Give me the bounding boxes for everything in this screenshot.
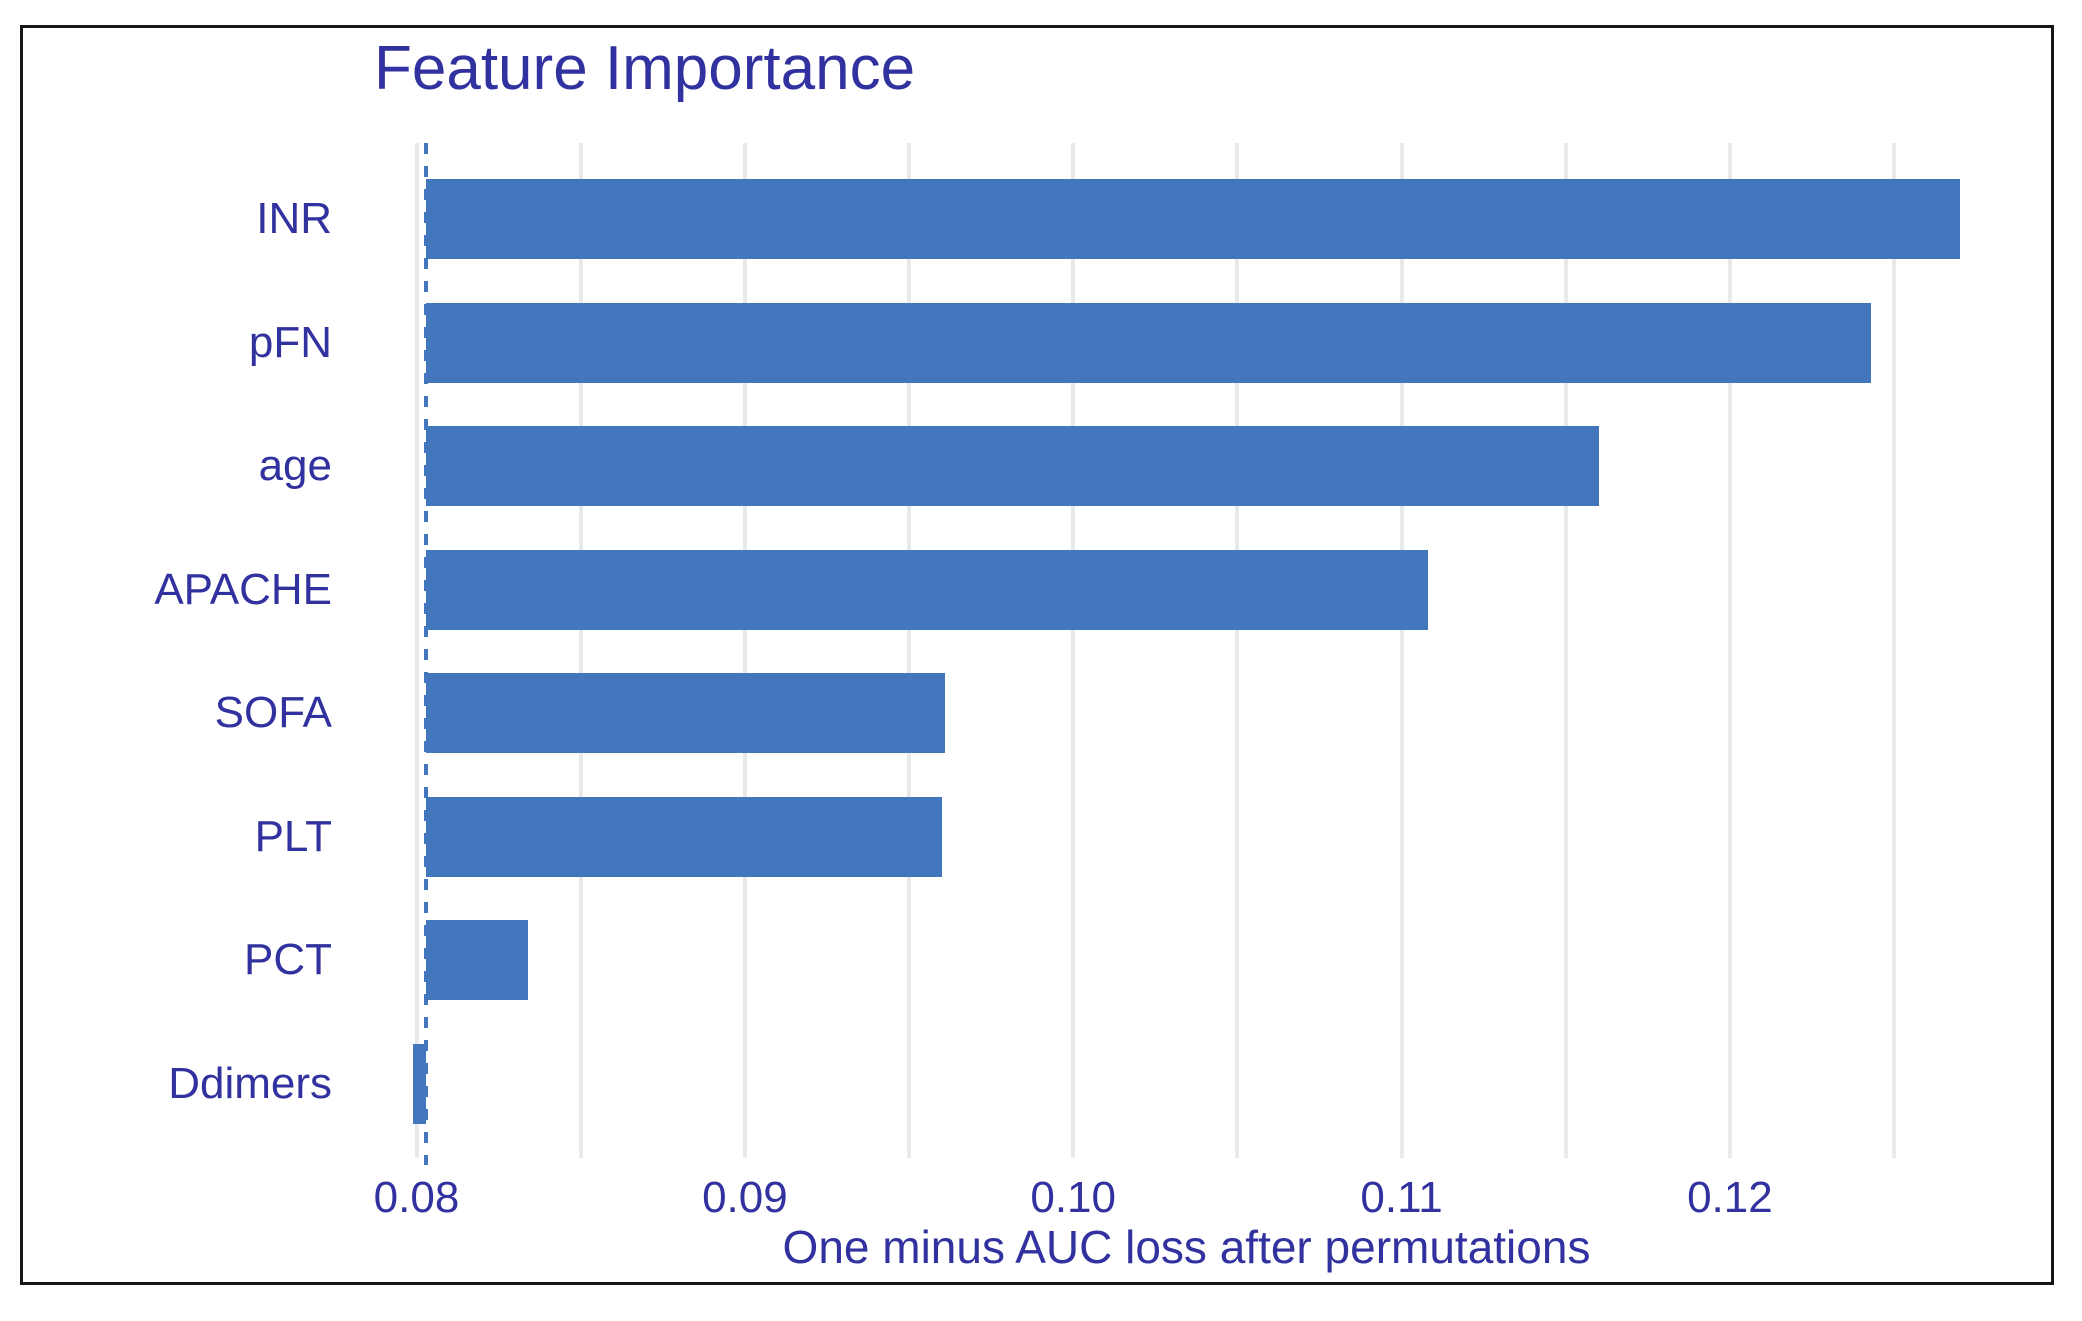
gridline bbox=[1399, 143, 1404, 1158]
x-axis-title: One minus AUC loss after permutations bbox=[782, 1221, 1591, 1273]
y-axis-label-inr: INR bbox=[256, 194, 332, 243]
gridline bbox=[1727, 143, 1732, 1158]
y-axis-label-age: age bbox=[258, 441, 332, 490]
bar-ddimers bbox=[413, 1043, 427, 1124]
bar-apache bbox=[426, 549, 1428, 630]
gridline bbox=[1892, 143, 1897, 1158]
plot-area bbox=[318, 143, 2055, 1165]
gridline bbox=[578, 143, 583, 1158]
bar-sofa bbox=[426, 673, 946, 753]
chart-title: Feature Importance bbox=[374, 34, 916, 103]
gridline bbox=[1563, 143, 1568, 1158]
baseline-dashed-line bbox=[424, 143, 429, 1165]
x-axis-tick-label: 0.12 bbox=[1687, 1173, 1773, 1222]
y-axis-label-pfn: pFN bbox=[248, 317, 332, 367]
bar-plt bbox=[426, 796, 942, 877]
x-axis-tick-label: 0.10 bbox=[1030, 1173, 1116, 1222]
y-axis-label-pct: PCT bbox=[244, 935, 332, 984]
y-axis-label-apache: APACHE bbox=[154, 564, 332, 614]
gridline bbox=[414, 143, 419, 1158]
gridline bbox=[1235, 143, 1240, 1158]
x-axis-tick-label: 0.11 bbox=[1360, 1173, 1443, 1222]
y-axis-labels: INR pFN age APACHE SOFA PLT PCT Ddimers bbox=[0, 143, 332, 1158]
gridline bbox=[1071, 143, 1076, 1158]
gridline bbox=[742, 143, 747, 1158]
bar-inr bbox=[426, 179, 1960, 259]
x-axis-tick-label: 0.09 bbox=[702, 1173, 788, 1222]
x-axis-tick-label: 0.08 bbox=[373, 1173, 460, 1222]
y-axis-label-sofa: SOFA bbox=[214, 688, 332, 737]
bar-age bbox=[426, 426, 1599, 506]
y-axis-label-ddimers: Ddimers bbox=[168, 1058, 332, 1108]
bar-pfn bbox=[426, 302, 1872, 383]
gridline bbox=[907, 143, 911, 1158]
y-axis-label-plt: PLT bbox=[254, 811, 332, 861]
bar-pct bbox=[426, 920, 529, 1000]
